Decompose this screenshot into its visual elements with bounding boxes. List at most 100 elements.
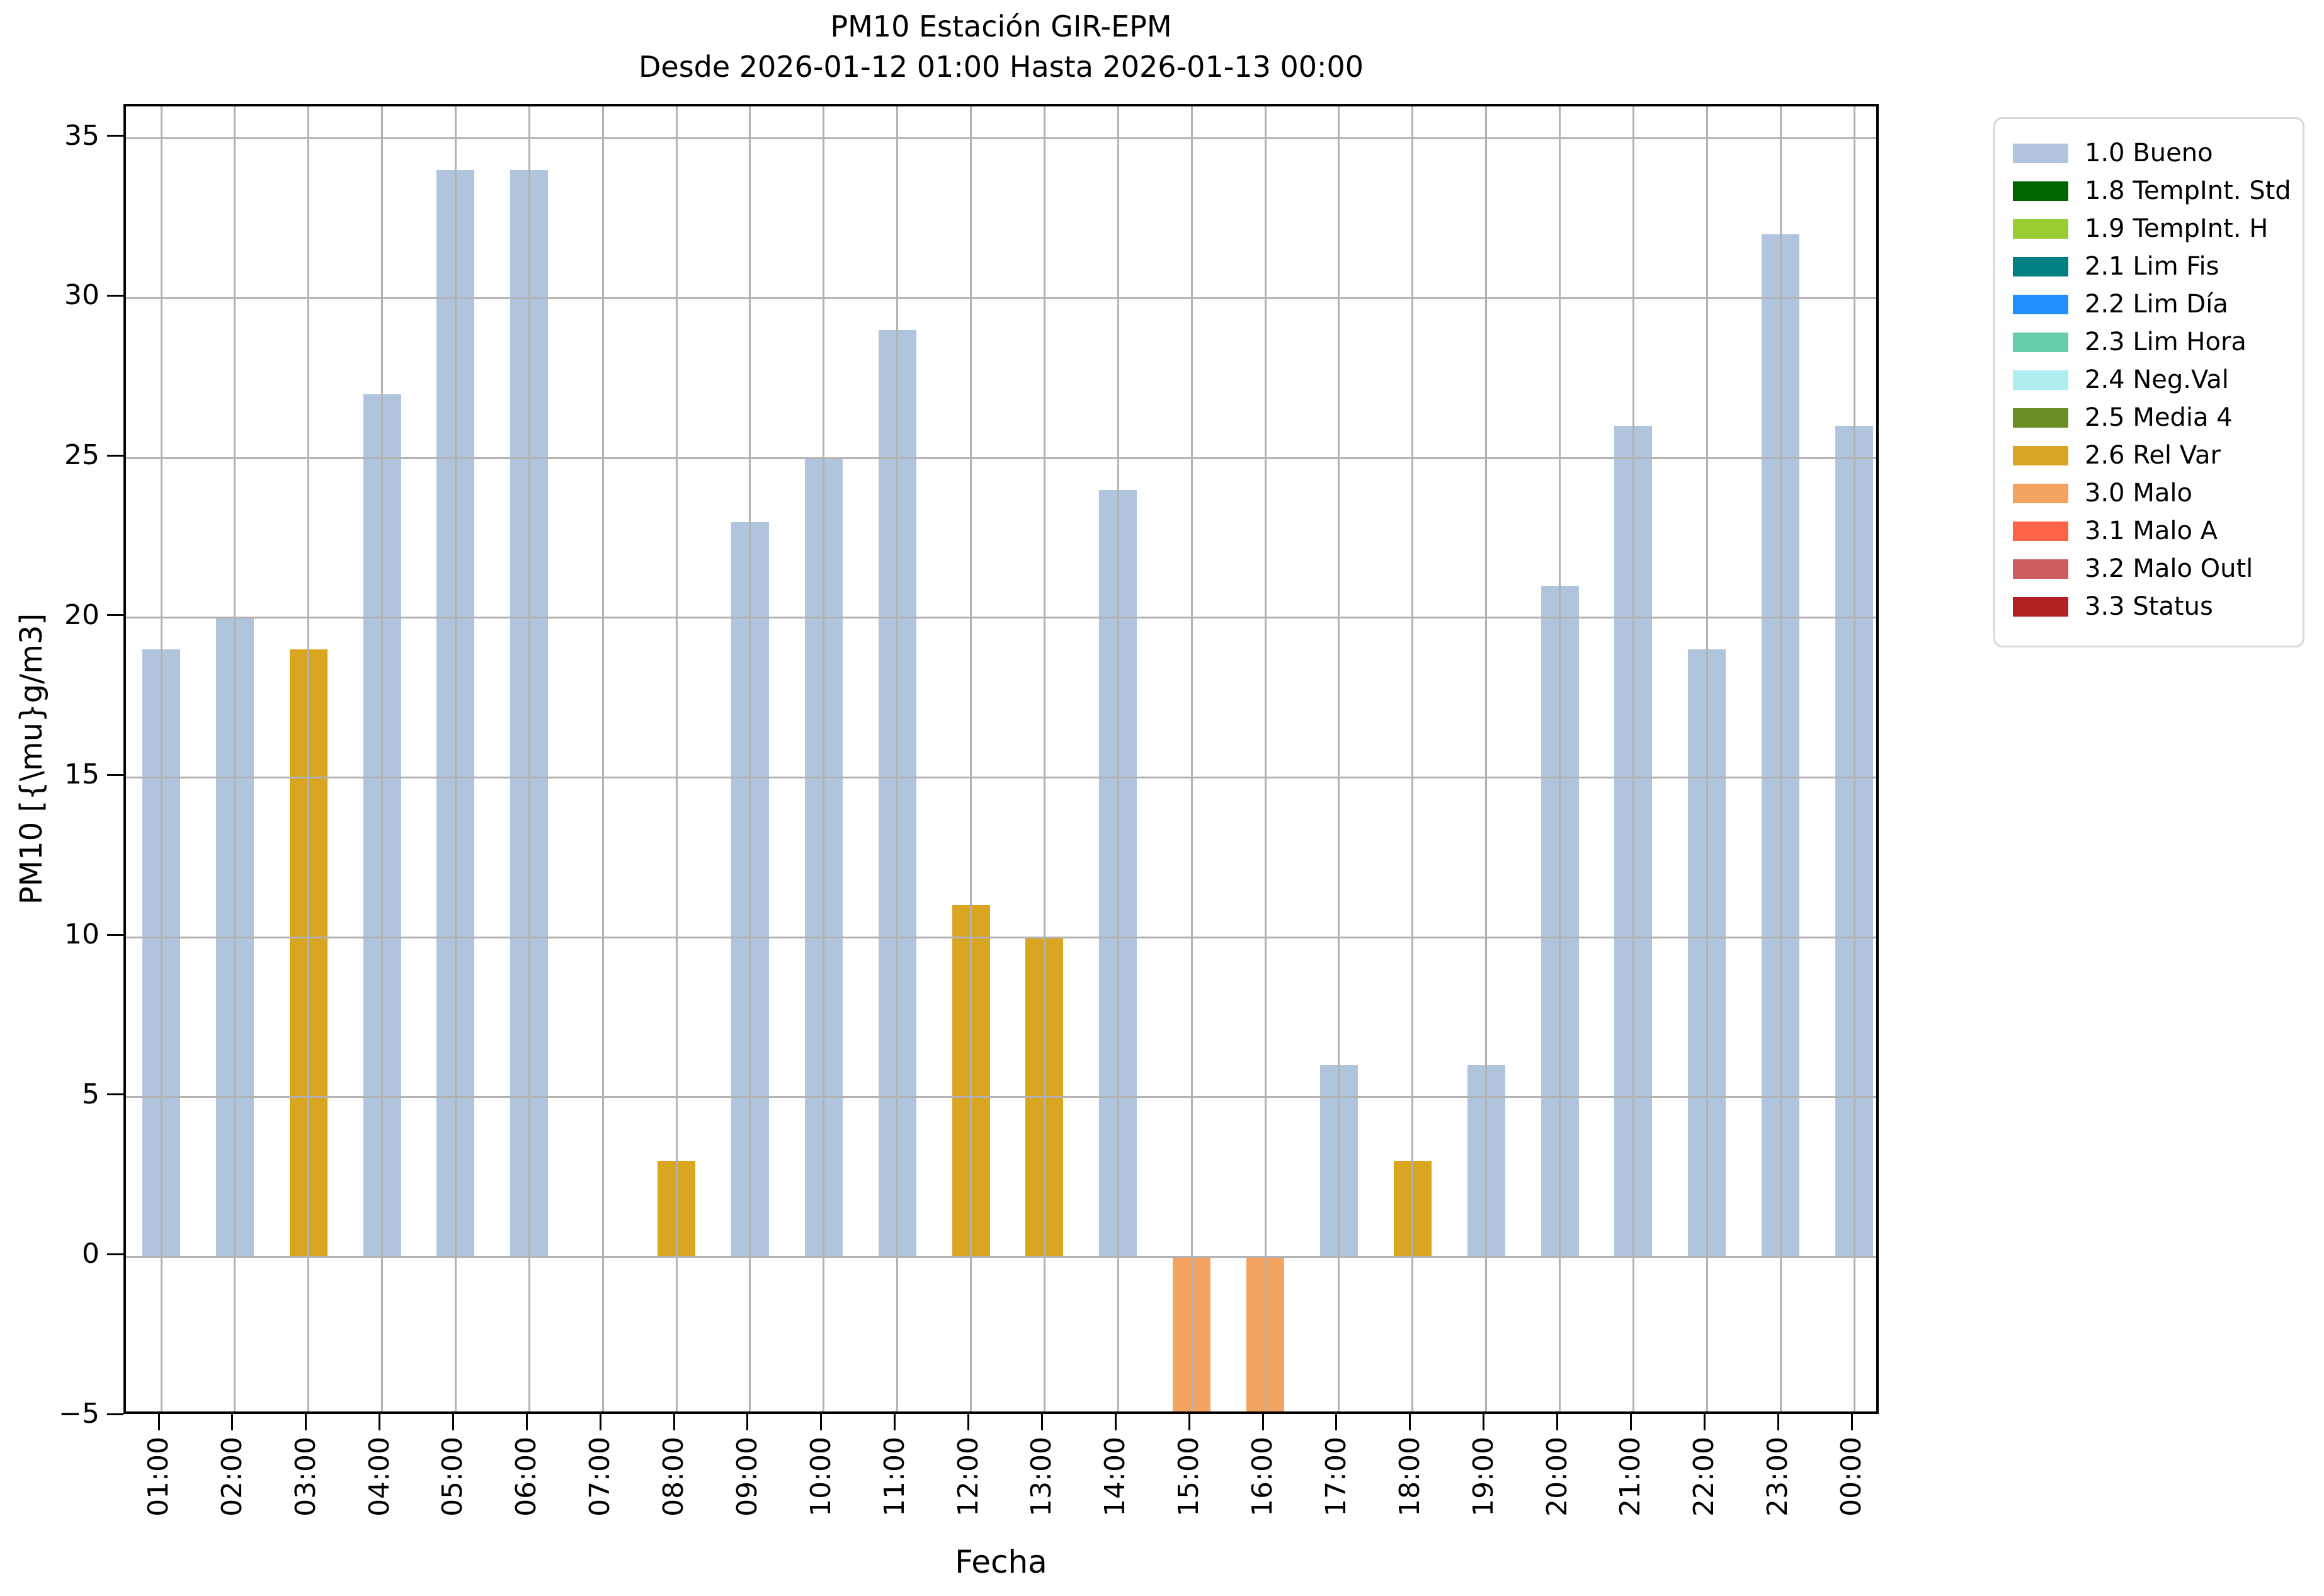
gridline-vertical bbox=[1264, 106, 1267, 1411]
gridline-vertical bbox=[1411, 106, 1414, 1411]
y-tick-mark bbox=[107, 135, 123, 137]
gridline-vertical bbox=[1190, 106, 1193, 1411]
gridline-vertical bbox=[1338, 106, 1340, 1411]
legend-row: 2.5 Media 4 bbox=[2013, 399, 2296, 436]
legend-swatch-icon bbox=[2013, 143, 2068, 163]
x-tick-mark bbox=[1850, 1414, 1853, 1430]
x-tick-mark bbox=[1777, 1414, 1779, 1430]
x-tick-mark bbox=[1629, 1414, 1632, 1430]
gridline-vertical bbox=[1779, 106, 1782, 1411]
y-tick-mark bbox=[107, 614, 123, 617]
gridline-vertical bbox=[896, 106, 899, 1411]
gridline-vertical bbox=[1559, 106, 1561, 1411]
legend-label: 2.3 Lim Hora bbox=[2085, 328, 2247, 356]
x-tick-mark bbox=[452, 1414, 454, 1430]
gridline-horizontal bbox=[126, 776, 1876, 778]
x-tick-label: 23:00 bbox=[1762, 1437, 1794, 1517]
y-tick-label: 30 bbox=[64, 279, 100, 312]
y-tick-mark bbox=[107, 454, 123, 457]
legend-swatch-icon bbox=[2013, 181, 2068, 201]
y-tick-mark bbox=[107, 1093, 123, 1096]
x-tick-label: 01:00 bbox=[142, 1437, 174, 1517]
x-tick-label: 18:00 bbox=[1393, 1437, 1426, 1517]
legend-label: 3.0 Malo bbox=[2085, 479, 2192, 508]
x-tick-mark bbox=[967, 1414, 970, 1430]
x-tick-label: 10:00 bbox=[804, 1437, 837, 1517]
y-axis-label: PM10 [{\mu}g/m3] bbox=[14, 613, 49, 905]
x-tick-label: 14:00 bbox=[1099, 1437, 1132, 1517]
x-tick-label: 13:00 bbox=[1025, 1437, 1058, 1517]
legend: 1.0 Bueno 1.8 TempInt. Std 1.9 TempInt. H 2… bbox=[1993, 117, 2304, 647]
gridline-vertical bbox=[823, 106, 825, 1411]
legend-swatch-icon bbox=[2013, 294, 2068, 314]
gridline-vertical bbox=[234, 106, 236, 1411]
x-tick-label: 03:00 bbox=[289, 1437, 322, 1517]
gridline-horizontal bbox=[126, 1096, 1876, 1098]
y-tick-label: −5 bbox=[59, 1398, 100, 1430]
legend-swatch-icon bbox=[2013, 332, 2068, 352]
gridline-vertical bbox=[381, 106, 384, 1411]
legend-swatch-icon bbox=[2013, 445, 2068, 465]
legend-row: 3.0 Malo bbox=[2013, 474, 2296, 512]
x-tick-label: 12:00 bbox=[952, 1437, 984, 1517]
x-tick-mark bbox=[1409, 1414, 1411, 1430]
legend-label: 2.5 Media 4 bbox=[2085, 403, 2233, 432]
y-tick-label: 5 bbox=[82, 1078, 100, 1110]
x-tick-label: 20:00 bbox=[1541, 1437, 1573, 1517]
gridline-vertical bbox=[1043, 106, 1045, 1411]
x-tick-label: 11:00 bbox=[878, 1437, 911, 1517]
x-axis-label: Fecha bbox=[955, 1544, 1047, 1580]
x-tick-label: 09:00 bbox=[731, 1437, 763, 1517]
gridline-vertical bbox=[1632, 106, 1634, 1411]
gridline-horizontal bbox=[126, 297, 1876, 299]
x-tick-label: 02:00 bbox=[215, 1437, 248, 1517]
x-tick-mark bbox=[746, 1414, 749, 1430]
gridline-vertical bbox=[970, 106, 972, 1411]
gridline-horizontal bbox=[126, 457, 1876, 459]
gridline-vertical bbox=[160, 106, 162, 1411]
x-tick-label: 08:00 bbox=[658, 1437, 690, 1517]
legend-swatch-icon bbox=[2013, 256, 2068, 276]
legend-row: 2.1 Lim Fis bbox=[2013, 248, 2296, 285]
legend-label: 1.8 TempInt. Std bbox=[2085, 176, 2291, 205]
x-tick-mark bbox=[894, 1414, 896, 1430]
gridline-vertical bbox=[528, 106, 530, 1411]
x-tick-label: 04:00 bbox=[363, 1437, 396, 1517]
x-tick-mark bbox=[1703, 1414, 1706, 1430]
y-tick-mark bbox=[107, 933, 123, 936]
gridline-horizontal bbox=[126, 137, 1876, 140]
y-tick-label: 15 bbox=[64, 758, 100, 791]
legend-swatch-icon bbox=[2013, 219, 2068, 239]
gridline-horizontal bbox=[126, 1255, 1876, 1258]
gridline-vertical bbox=[1706, 106, 1708, 1411]
x-tick-mark bbox=[1188, 1414, 1190, 1430]
legend-label: 2.6 Rel Var bbox=[2085, 441, 2221, 470]
x-tick-label: 19:00 bbox=[1467, 1437, 1500, 1517]
x-tick-mark bbox=[1262, 1414, 1264, 1430]
x-tick-mark bbox=[525, 1414, 528, 1430]
y-tick-label: 20 bbox=[64, 598, 100, 631]
y-tick-mark bbox=[107, 294, 123, 297]
legend-swatch-icon bbox=[2013, 521, 2068, 541]
legend-label: 2.1 Lim Fis bbox=[2085, 252, 2219, 281]
gridline-vertical bbox=[307, 106, 310, 1411]
chart-subtitle: Desde 2026-01-12 01:00 Hasta 2026-01-13 … bbox=[638, 50, 1364, 84]
legend-label: 3.1 Malo A bbox=[2085, 516, 2218, 545]
gridline-vertical bbox=[601, 106, 604, 1411]
x-tick-label: 21:00 bbox=[1614, 1437, 1647, 1517]
x-tick-label: 22:00 bbox=[1688, 1437, 1721, 1517]
x-tick-mark bbox=[599, 1414, 601, 1430]
plot-area bbox=[123, 104, 1879, 1414]
x-tick-label: 06:00 bbox=[510, 1437, 543, 1517]
gridline-vertical bbox=[675, 106, 678, 1411]
legend-label: 2.4 Neg.Val bbox=[2085, 365, 2229, 394]
x-tick-label: 07:00 bbox=[584, 1437, 617, 1517]
legend-row: 2.6 Rel Var bbox=[2013, 436, 2296, 474]
legend-label: 3.3 Status bbox=[2085, 592, 2213, 621]
x-tick-mark bbox=[1556, 1414, 1559, 1430]
x-tick-label: 00:00 bbox=[1835, 1437, 1867, 1517]
chart-title: PM10 Estación GIR-EPM bbox=[830, 9, 1172, 43]
x-tick-label: 05:00 bbox=[436, 1437, 469, 1517]
x-tick-mark bbox=[305, 1414, 307, 1430]
title-block: PM10 Estación GIR-EPM Desde 2026-01-12 0… bbox=[123, 6, 1879, 87]
